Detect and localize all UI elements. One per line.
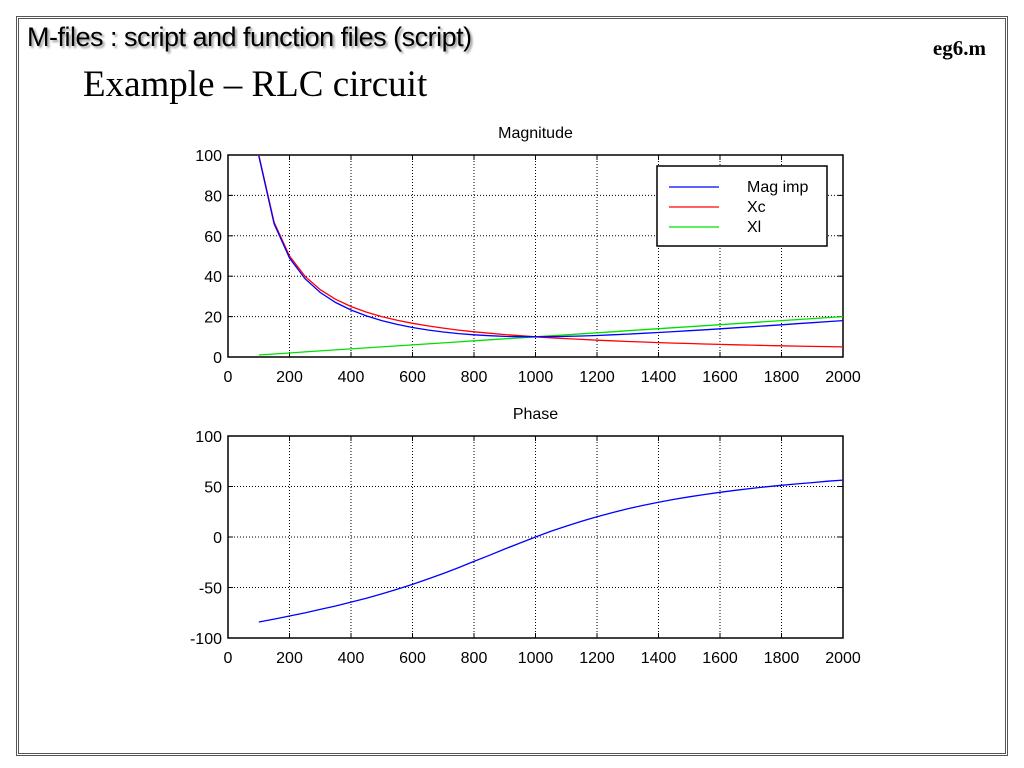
- series-line-phase: [258, 479, 844, 623]
- x-tick-label: 1800: [764, 369, 800, 386]
- x-tick-label: 800: [461, 369, 488, 386]
- legend-label: Mag imp: [747, 179, 808, 196]
- x-tick-label: 1200: [579, 369, 615, 386]
- x-tick-label: 0: [224, 369, 233, 386]
- series-line-xc: [258, 154, 844, 348]
- x-tick-label: 200: [276, 650, 303, 667]
- y-tick-label: -50: [199, 581, 222, 598]
- y-tick-label: 100: [195, 429, 222, 446]
- x-tick-label: 0: [224, 650, 233, 667]
- x-tick-label: 2000: [825, 650, 861, 667]
- x-tick-label: 400: [338, 369, 365, 386]
- x-tick-label: 600: [399, 369, 426, 386]
- x-tick-label: 1600: [702, 369, 738, 386]
- x-tick-label: 2000: [825, 369, 861, 386]
- plot-area: [227, 435, 844, 639]
- x-tick-label: 1400: [641, 650, 677, 667]
- x-tick-label: 1400: [641, 369, 677, 386]
- y-tick-label: 80: [204, 188, 222, 205]
- slide-header: M-files : script and function files (scr…: [27, 22, 472, 52]
- legend: Mag imp Xc Xl: [656, 165, 828, 247]
- x-tick-label: 1600: [702, 650, 738, 667]
- chart-title: Magnitude: [498, 125, 573, 142]
- x-tick-label: 1800: [764, 650, 800, 667]
- y-tick-label: 60: [204, 229, 222, 246]
- x-tick-label: 1000: [518, 369, 554, 386]
- y-tick-label: 40: [204, 269, 222, 286]
- x-tick-label: 600: [399, 650, 426, 667]
- y-tick-label: 0: [213, 530, 222, 547]
- plot-area: [227, 154, 844, 358]
- y-tick-label: 100: [195, 148, 222, 165]
- chart-title: Phase: [513, 406, 558, 423]
- x-tick-label: 1000: [518, 650, 554, 667]
- x-tick-label: 800: [461, 650, 488, 667]
- x-tick-label: 1200: [579, 650, 615, 667]
- series-line-xl: [258, 315, 844, 356]
- y-tick-label: 20: [204, 310, 222, 327]
- x-tick-label: 400: [338, 650, 365, 667]
- file-name: eg6.m: [932, 36, 986, 60]
- legend-label: Xl: [747, 219, 761, 236]
- x-tick-label: 200: [276, 369, 303, 386]
- legend-label: Xc: [747, 199, 766, 216]
- series-line-mag-imp: [258, 155, 844, 338]
- y-tick-label: -100: [190, 631, 222, 648]
- y-tick-label: 50: [204, 480, 222, 497]
- slide-border: [16, 16, 1008, 756]
- slide-title: Example – RLC circuit: [83, 64, 428, 105]
- y-tick-label: 0: [213, 350, 222, 367]
- legend-box: [656, 165, 828, 247]
